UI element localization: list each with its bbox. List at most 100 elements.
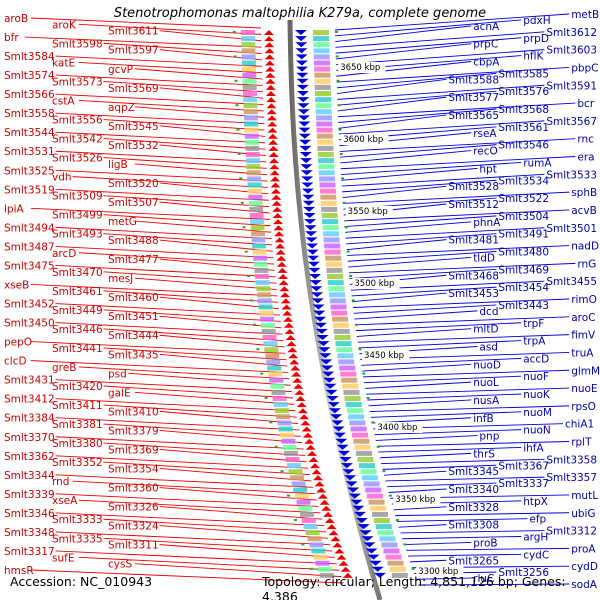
- feature-block: [327, 280, 344, 286]
- gene-arrow-left-strand: [311, 469, 322, 475]
- gene-arrow-left-strand: [268, 139, 279, 145]
- gene-arrow-left-strand: [282, 310, 293, 316]
- gc-tick: [362, 372, 366, 375]
- gene-label-nuoE: nuoE: [571, 383, 597, 395]
- leader-line-Smlt3352: [103, 461, 310, 476]
- leader-line-Smlt3566: [55, 93, 264, 106]
- gene-arrow-left-strand: [280, 292, 291, 298]
- gene-arrow-right-strand: [294, 30, 307, 35]
- feature-block: [313, 36, 330, 42]
- gene-arrow-left-strand: [271, 194, 282, 200]
- gene-arrow-right-strand: [318, 347, 331, 353]
- leader-line-Smlt3588: [337, 78, 447, 95]
- leader-line-Smlt3584: [55, 55, 263, 67]
- gene-arrow-right-strand: [359, 530, 372, 536]
- gene-arrow-left-strand: [277, 267, 288, 273]
- feature-block: [319, 188, 336, 194]
- gene-label-argH: argH: [523, 532, 548, 544]
- feature-block: [285, 457, 300, 462]
- gene-label-acnA: acnA: [473, 21, 500, 33]
- leader-line-Smlt3525: [55, 169, 268, 182]
- gene-label-cstA: cstA: [52, 95, 75, 107]
- leader-line-Smlt3337: [387, 482, 497, 488]
- leader-line-Smlt3558: [55, 112, 265, 125]
- kbp-label-bg: [352, 278, 400, 289]
- gene-arrow-right-strand: [312, 304, 325, 310]
- gene-label-Smlt3576: Smlt3576: [498, 86, 549, 98]
- gene-label-nuoF: nuoF: [523, 371, 549, 383]
- feature-block: [375, 524, 392, 530]
- gene-label-Smlt3348: Smlt3348: [4, 527, 55, 539]
- gene-label-Smlt3567: Smlt3567: [546, 116, 597, 128]
- gc-tick: [293, 519, 297, 521]
- gene-arrow-left-strand: [289, 359, 300, 365]
- leader-line-aqpZ: [134, 106, 265, 118]
- leader-line-Smlt3449: [103, 309, 281, 322]
- gene-arrow-right-strand: [302, 200, 315, 206]
- gene-arrow-right-strand: [369, 560, 382, 566]
- gene-label-trpF: trpF: [523, 318, 544, 330]
- gene-arrow-right-strand: [296, 84, 309, 90]
- leader-line-Smlt3348: [55, 531, 331, 546]
- gene-arrow-left-strand: [287, 347, 298, 353]
- feature-block: [391, 572, 408, 578]
- gene-arrow-left-strand: [314, 481, 325, 487]
- gene-label-Smlt3265: Smlt3265: [448, 555, 499, 567]
- feature-block: [323, 237, 340, 243]
- feature-block: [303, 524, 318, 530]
- gene-label-Smlt3597: Smlt3597: [108, 45, 159, 57]
- gene-label-Smlt3612: Smlt3612: [546, 27, 597, 39]
- gene-label-Smlt3435: Smlt3435: [108, 349, 159, 361]
- gene-label-Smlt3358: Smlt3358: [546, 454, 597, 466]
- gene-arrow-left-strand: [293, 383, 304, 389]
- leader-line-proB: [404, 541, 472, 545]
- gene-label-Smlt3308: Smlt3308: [448, 520, 499, 532]
- leader-line-Smlt3565: [338, 114, 447, 129]
- feature-block: [244, 127, 259, 133]
- gc-tick: [336, 79, 340, 82]
- gene-arrow-right-strand: [295, 42, 308, 48]
- leader-line-Smlt3358: [381, 458, 545, 465]
- gene-label-proA: proA: [571, 543, 596, 555]
- leader-line-Smlt3481: [346, 239, 447, 251]
- gene-label-Smlt3469: Smlt3469: [498, 264, 549, 276]
- gene-arrow-right-strand: [348, 493, 361, 499]
- gene-arrow-right-strand: [339, 457, 352, 462]
- gene-label-rimO: rimO: [571, 294, 597, 306]
- gc-tick: [286, 494, 290, 497]
- gc-tick: [242, 226, 246, 229]
- leader-line-thrS: [379, 452, 472, 459]
- gene-arrow-right-strand: [319, 353, 332, 359]
- feature-block: [322, 219, 339, 225]
- leader-line-nuoK: [367, 393, 522, 401]
- feature-block: [241, 42, 256, 48]
- right-label-leaders: [334, 13, 576, 586]
- leader-line-Smlt3501: [345, 227, 545, 239]
- leader-line-bfr: [24, 36, 262, 48]
- feature-block: [264, 347, 279, 353]
- gene-arrow-right-strand: [345, 481, 358, 487]
- gene-arrow-left-strand: [270, 182, 281, 188]
- gene-arrow-left-strand: [302, 432, 313, 438]
- gene-arrow-right-strand: [328, 408, 341, 414]
- gene-label-Smlt3468: Smlt3468: [448, 270, 499, 282]
- gene-arrow-right-strand: [305, 237, 318, 243]
- gc-tick: [388, 494, 392, 497]
- feature-block: [317, 566, 332, 572]
- gene-label-vdh: vdh: [52, 172, 72, 184]
- feature-block: [324, 249, 341, 255]
- gene-label-pepO: pepO: [4, 337, 32, 349]
- feature-block: [324, 243, 341, 249]
- feature-block: [257, 292, 272, 298]
- feature-block: [307, 536, 322, 542]
- kbp-label: 3500 kbp: [354, 279, 394, 289]
- gene-label-Smlt3461: Smlt3461: [52, 286, 103, 298]
- leader-line-Smlt3526: [103, 157, 267, 169]
- leader-line-Smlt3546: [339, 144, 497, 158]
- left-gene-labels: aroB aroK Smlt3611 bfr Smlt3598 Smlt3597 Smlt3…: [4, 13, 159, 577]
- feature-block: [243, 115, 258, 121]
- gene-arrow-left-strand: [274, 237, 285, 243]
- leader-line-acvB: [344, 209, 570, 222]
- kbp-label: 3450 kbp: [364, 351, 404, 361]
- feature-block: [242, 84, 257, 90]
